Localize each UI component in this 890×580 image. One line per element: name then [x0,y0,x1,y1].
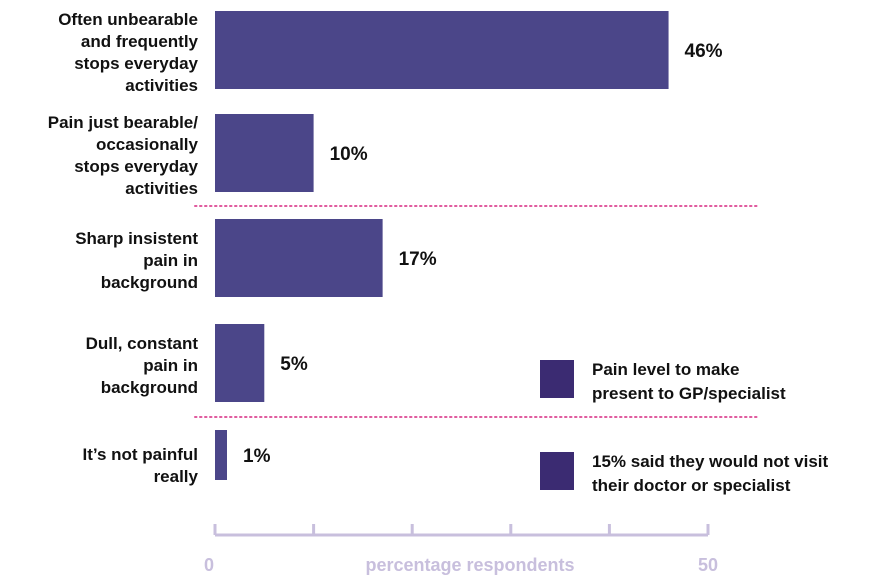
value-label-5: 1% [243,446,271,467]
category-labels: Often unbearable and frequently stops ever… [48,10,199,486]
value-label-1: 46% [685,41,723,62]
group-separators [194,205,761,418]
category-label-2: Pain just bearable/occasionally stops eve… [48,113,199,198]
bars [215,11,669,480]
legend-swatch-2 [540,452,574,490]
bar-2 [215,114,314,192]
bar-5 [215,430,227,480]
bar-4 [215,324,265,402]
category-label-3: Sharp insistent pain in background [75,229,198,292]
x-axis-ticks [213,524,710,535]
value-labels: 46% 10% 17% 5% 1% [243,41,723,467]
value-label-2: 10% [330,144,368,165]
bar-1 [215,11,669,89]
legend-swatch-1 [540,360,574,398]
bar-3 [215,219,383,297]
legend: Pain level to make present to GP/speciali… [540,360,828,495]
value-label-3: 17% [399,249,437,270]
x-tick-label-max: 50 [698,555,718,575]
category-label-1: Often unbearable and frequently stops ever… [58,10,198,95]
category-label-5: It’s not painful really [82,445,198,486]
legend-label-2: 15% said they would not visit their docto… [592,452,828,495]
x-axis: 0 50 percentage respondents [204,524,718,575]
x-tick-label-min: 0 [204,555,214,575]
category-label-4: Dull, constant pain in background [86,334,199,397]
legend-label-1: Pain level to make present to GP/speciali… [592,360,786,403]
x-axis-label: percentage respondents [365,555,574,575]
value-label-4: 5% [280,354,308,375]
